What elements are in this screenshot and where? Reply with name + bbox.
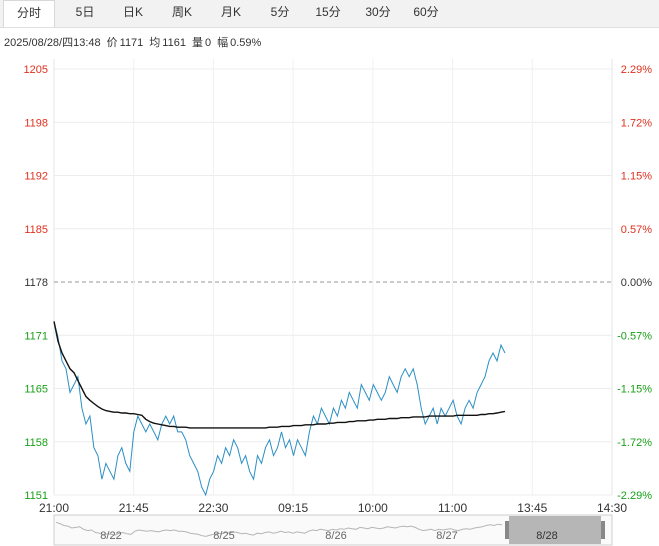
navigator-date-label: 8/25: [213, 530, 234, 542]
time-tick-label: 22:30: [198, 501, 228, 515]
time-tick-label: 11:00: [438, 501, 467, 515]
range-navigator[interactable]: 8/22 8/25 8/26 8/27 8/28: [53, 514, 613, 546]
price-tick-label: 1171: [24, 330, 48, 342]
percent-tick-label: -0.57%: [617, 330, 652, 342]
percent-tick-label: -1.72%: [617, 437, 652, 449]
quote-info-bar: 2025/08/28/四13:48 价 1171 均 1161 量 0 幅 0.59%: [4, 34, 267, 50]
avg-value: 1161: [162, 37, 186, 49]
period-tabs: 分时 5日 日K 周K 月K 5分 15分 30分 60分: [0, 0, 659, 28]
price-axis-labels: 1205 1198 1192 1185 1178 1171 1165 1158 1151: [24, 64, 48, 502]
navigator-handle-left[interactable]: [505, 521, 509, 539]
quote-datetime: 2025/08/28/四13:48: [4, 37, 101, 49]
price-tick-label: 1178: [24, 277, 48, 289]
price-value: 1171: [119, 37, 144, 49]
tab-5min[interactable]: 5分: [270, 5, 290, 19]
tab-5day[interactable]: 5日: [75, 5, 95, 19]
tab-monthly-k[interactable]: 月K: [220, 5, 241, 19]
navigator-overview-line: [55, 521, 503, 537]
navigator-date-label: 8/22: [100, 530, 121, 542]
percent-tick-label: 0.00%: [621, 277, 652, 289]
time-tick-label: 21:00: [39, 501, 69, 515]
price-tick-label: 1205: [24, 64, 48, 76]
price-tick-label: 1198: [24, 117, 48, 129]
percent-tick-label: 1.72%: [621, 117, 652, 129]
tab-intraday[interactable]: 分时: [3, 0, 55, 27]
range-label: 幅: [217, 37, 229, 49]
tab-daily-k[interactable]: 日K: [122, 5, 143, 19]
percent-tick-label: 0.57%: [621, 224, 652, 236]
navigator-date-label: 8/28: [536, 530, 557, 542]
average-line: [53, 321, 506, 429]
price-tick-label: 1158: [24, 437, 48, 449]
tab-60min[interactable]: 60分: [413, 5, 439, 19]
price-tick-label: 1151: [24, 490, 48, 502]
volume-label: 量: [191, 37, 203, 49]
time-tick-label: 21:45: [119, 501, 149, 515]
chart-grid: [53, 59, 613, 496]
time-tick-label: 10:00: [358, 501, 388, 515]
tab-15min[interactable]: 15分: [315, 5, 341, 19]
range-value: 0.59%: [230, 37, 262, 49]
navigator-selection[interactable]: [509, 516, 601, 544]
time-tick-label: 13:45: [517, 501, 547, 515]
volume-value: 0: [204, 37, 212, 49]
navigator-date-label: 8/26: [325, 530, 346, 542]
price-tick-label: 1185: [24, 224, 48, 236]
time-axis-labels: 21:00 21:45 22:30 09:15 10:00 11:00 13:45 14:30: [39, 501, 627, 515]
time-tick-label: 09:15: [278, 501, 308, 515]
percent-tick-label: -2.29%: [617, 490, 652, 502]
percent-tick-label: 2.29%: [621, 64, 652, 76]
price-tick-label: 1165: [24, 384, 48, 396]
tab-30min[interactable]: 30分: [365, 5, 391, 19]
percent-tick-label: 1.15%: [621, 171, 652, 183]
avg-label: 均: [149, 37, 161, 49]
price-tick-label: 1192: [24, 171, 48, 183]
percent-tick-label: -1.15%: [617, 384, 652, 396]
chart-series: [53, 321, 506, 497]
navigator-date-label: 8/27: [436, 530, 457, 542]
tab-weekly-k[interactable]: 周K: [171, 5, 192, 19]
price-label: 价: [106, 37, 118, 49]
navigator-handle-right[interactable]: [601, 521, 605, 539]
time-tick-label: 14:30: [597, 501, 627, 515]
percent-axis-labels: 2.29% 1.72% 1.15% 0.57% 0.00% -0.57% -1.15% -1.…: [617, 64, 652, 502]
price-line: [53, 321, 506, 497]
